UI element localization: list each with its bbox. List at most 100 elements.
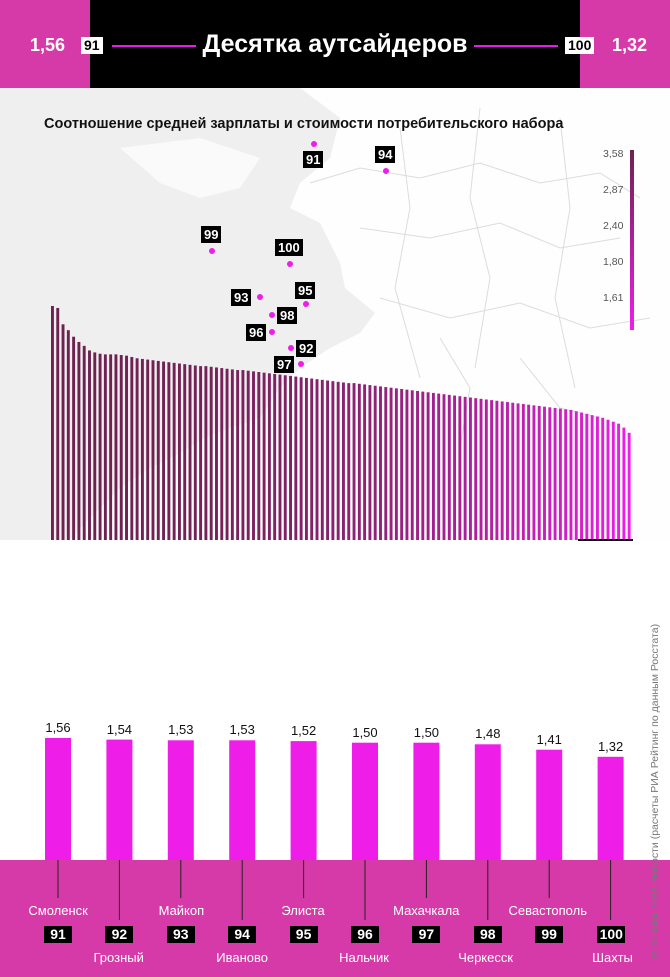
- legend-tick-label: 1,80: [603, 256, 624, 268]
- profile-bar: [66, 330, 70, 540]
- profile-bar: [320, 379, 324, 540]
- header-left-panel: [0, 0, 90, 88]
- outsider-bar: [352, 742, 378, 860]
- profile-bar: [543, 406, 546, 540]
- profile-bar: [209, 366, 213, 540]
- profile-bar: [437, 393, 441, 540]
- map-pin-100: [287, 261, 293, 267]
- outsider-bar: [536, 749, 563, 860]
- bar-value-label: 1,48: [475, 726, 501, 742]
- profile-bar: [458, 396, 462, 540]
- map-subtitle: Соотношение средней зарплаты и стоимости…: [44, 116, 564, 132]
- profile-bar: [580, 412, 583, 540]
- map-pin-95: [303, 301, 309, 307]
- rank-badge: 99: [535, 926, 564, 943]
- rank-badge: 97: [412, 926, 441, 943]
- profile-bar: [421, 391, 425, 540]
- profile-bar: [188, 364, 192, 540]
- profile-bar: [109, 354, 113, 540]
- profile-bar: [410, 390, 414, 540]
- profile-bar: [162, 361, 166, 540]
- city-label: Иваново: [216, 950, 269, 965]
- profile-bar: [103, 354, 107, 540]
- profile-bar: [606, 419, 610, 540]
- profile-bar: [98, 353, 102, 540]
- profile-bar: [252, 371, 255, 540]
- profile-bar: [368, 385, 372, 540]
- map-pin-92: [288, 345, 294, 351]
- map-marker-99: 99: [201, 226, 222, 243]
- profile-bar: [431, 392, 435, 540]
- profile-bar: [167, 362, 171, 540]
- profile-bar: [426, 392, 430, 540]
- profile-bar: [140, 358, 144, 540]
- rank-badge: 95: [289, 926, 318, 943]
- rank-badge: 100: [596, 926, 625, 943]
- outsider-bar: [229, 740, 256, 860]
- map-marker-100: 100: [275, 239, 303, 256]
- profile-bar: [278, 374, 282, 540]
- city-label: Грозный: [93, 950, 144, 965]
- map-outline: [70, 88, 670, 540]
- outsider-bar: [474, 744, 501, 860]
- profile-bar: [93, 352, 97, 540]
- profile-bar: [394, 388, 398, 540]
- profile-bar: [379, 386, 382, 540]
- header-right-line: [474, 45, 558, 47]
- header-right-value: 1,32: [612, 35, 648, 55]
- city-label: Шахты: [592, 950, 633, 965]
- rank-badge: 98: [473, 926, 502, 943]
- profile-bar: [516, 403, 520, 540]
- profile-bar: [82, 345, 86, 540]
- profile-bar: [315, 379, 319, 540]
- bar-value-label: 1,41: [536, 731, 562, 747]
- profile-bar: [400, 389, 404, 540]
- profile-bar: [416, 390, 419, 540]
- profile-bar: [267, 373, 271, 540]
- rank-badge: 91: [44, 926, 72, 943]
- source-note: Источник: РИА Новости (расчеты РИА Рейти…: [649, 623, 661, 958]
- profile-bar: [257, 372, 261, 540]
- profile-bar: [617, 423, 621, 540]
- profile-bar: [146, 359, 150, 540]
- map-marker-98: 98: [277, 307, 298, 324]
- outsider-range-marker: [578, 539, 633, 541]
- profile-bar: [468, 397, 472, 540]
- bar-value-label: 1,52: [290, 723, 317, 739]
- bar-value-label: 1,50: [413, 724, 440, 740]
- profile-bar: [611, 421, 615, 540]
- profile-bar: [119, 355, 123, 540]
- profile-bar: [326, 380, 330, 540]
- profile-bar: [453, 395, 457, 540]
- profile-bar: [125, 355, 128, 540]
- map-pin-99: [209, 248, 215, 254]
- outsiders-bar-chart: [45, 738, 624, 920]
- map-pin-98: [269, 312, 275, 318]
- profile-bar: [130, 356, 134, 540]
- legend-gradient-bar: [630, 150, 634, 330]
- rank-badge: 93: [166, 926, 195, 943]
- profile-bar: [527, 404, 531, 540]
- profile-bar: [273, 373, 277, 540]
- map-marker-97: 97: [274, 356, 295, 373]
- profile-bar: [72, 336, 76, 540]
- profile-bar: [347, 383, 351, 540]
- profile-bar: [336, 381, 340, 540]
- map-marker-94: 94: [375, 146, 396, 163]
- profile-bar: [51, 306, 54, 540]
- profile-bar: [569, 409, 573, 540]
- profile-bar: [405, 389, 409, 540]
- map-marker-93: 93: [231, 289, 252, 306]
- profile-bar: [357, 383, 361, 540]
- bar-value-label: 1,53: [168, 722, 194, 738]
- bar-value-label: 1,53: [229, 722, 255, 738]
- profile-bar: [230, 369, 234, 540]
- map-pin-97: [298, 361, 304, 367]
- rank-badge: 92: [105, 926, 134, 943]
- profile-bar: [384, 387, 388, 540]
- legend-tick-label: 2,87: [603, 184, 624, 196]
- header-left-rank: 91: [81, 37, 103, 54]
- profile-bar: [595, 416, 599, 540]
- profile-bar: [56, 307, 60, 540]
- city-label-band: [0, 860, 670, 977]
